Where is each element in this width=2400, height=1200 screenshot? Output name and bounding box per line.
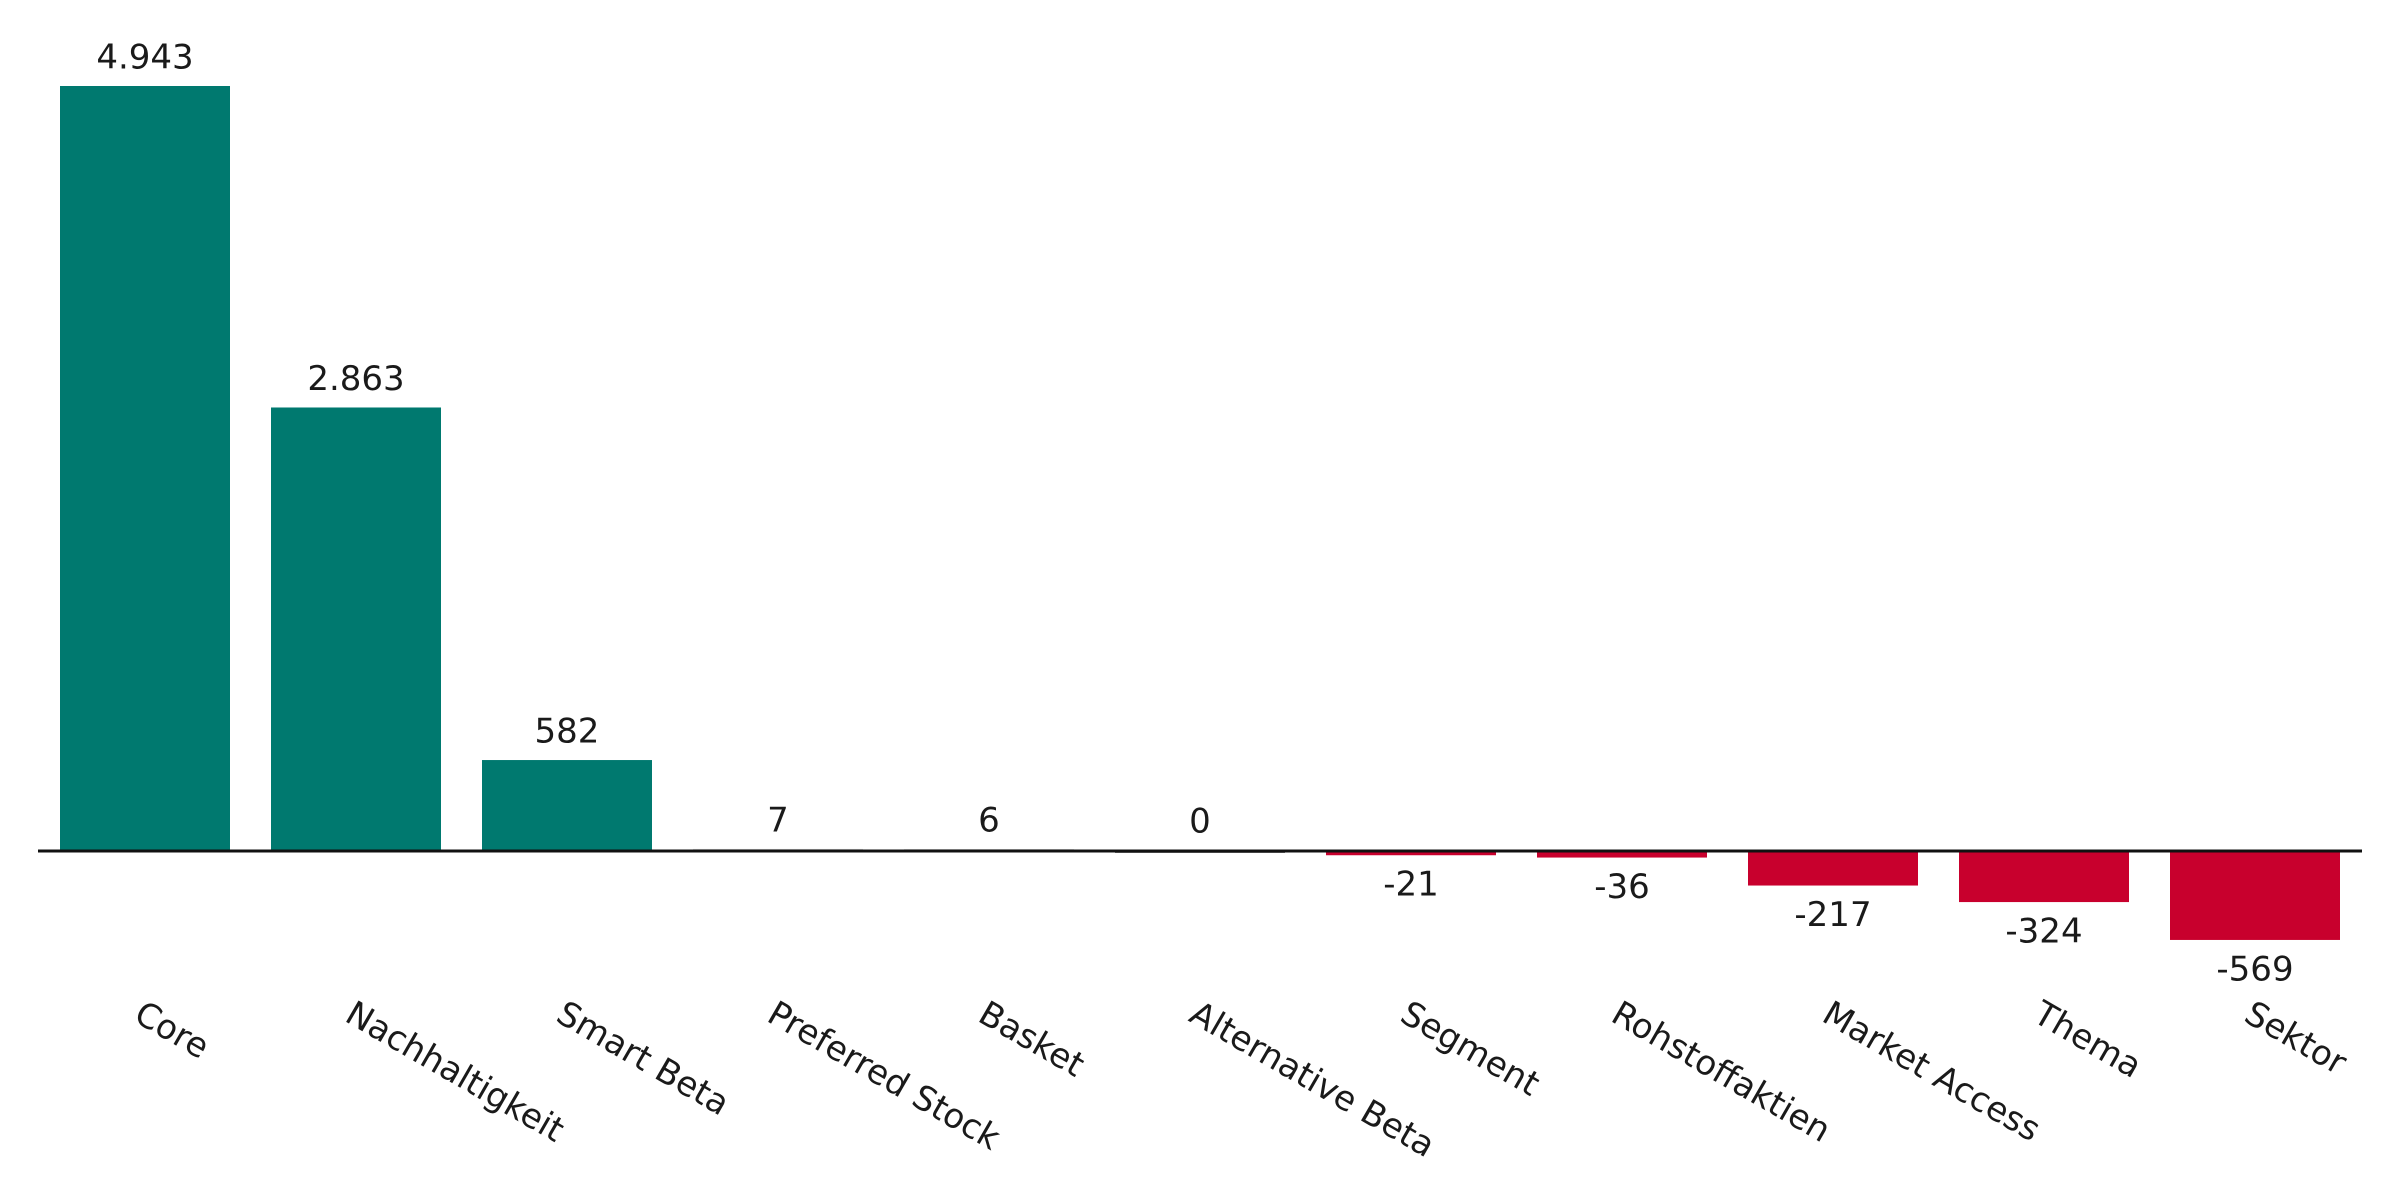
bar xyxy=(271,407,441,852)
x-tick-label: Basket xyxy=(972,993,1091,1085)
x-tick-label: Core xyxy=(128,993,216,1067)
value-label: -569 xyxy=(2216,949,2293,989)
x-tick-label: Preferred Stock xyxy=(761,993,1007,1158)
value-label: 582 xyxy=(535,712,600,752)
x-tick-label: Sektor xyxy=(2238,993,2354,1083)
value-label: -36 xyxy=(1594,867,1650,907)
value-label: 6 xyxy=(978,801,1000,841)
value-label: 2.863 xyxy=(307,359,404,399)
bar xyxy=(1748,850,1918,886)
value-label: 7 xyxy=(767,800,789,840)
bar xyxy=(1959,850,2129,903)
value-label: -217 xyxy=(1794,895,1871,935)
bar xyxy=(482,760,652,853)
x-tick-label: Rohstoffaktien xyxy=(1605,993,1838,1150)
value-label: 4.943 xyxy=(96,38,193,78)
bar xyxy=(2170,850,2340,940)
bar xyxy=(60,86,230,852)
value-label: -324 xyxy=(2005,912,2082,952)
value-label: 0 xyxy=(1189,802,1211,842)
value-label: -21 xyxy=(1383,865,1439,905)
x-tick-label: Nachhaltigkeit xyxy=(339,993,571,1150)
x-tick-label: Thema xyxy=(2026,993,2148,1087)
x-tick-label: Smart Beta xyxy=(550,993,736,1124)
x-tick-label: Segment xyxy=(1394,993,1547,1104)
x-tick-label: Market Access xyxy=(1816,993,2047,1150)
